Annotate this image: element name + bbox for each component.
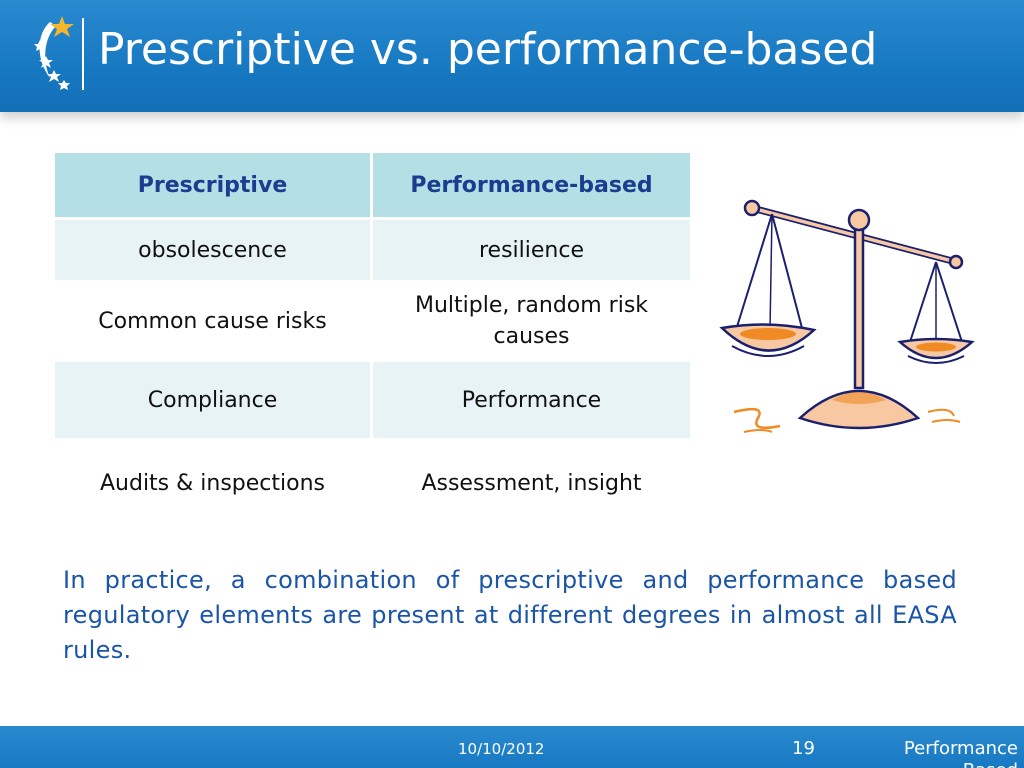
page-number: 19 [792, 738, 815, 759]
table-cell: obsolescence [52, 217, 373, 283]
footer-bar: 10/10/2012 19 Performance Based [0, 726, 1024, 768]
page-title: Prescriptive vs. performance-based [98, 24, 878, 75]
table-cell: Multiple, random risk causes [370, 280, 693, 362]
table-cell: resilience [370, 217, 693, 283]
balance-scale-icon [719, 199, 975, 433]
table-row: obsolescence resilience [52, 217, 693, 283]
table-row: Compliance Performance [52, 359, 693, 441]
easa-star-logo-icon [34, 16, 74, 90]
table-cell: Assessment, insight [370, 438, 693, 528]
column-header-performance-based: Performance-based [370, 150, 693, 220]
column-header-prescriptive: Prescriptive [52, 150, 373, 220]
table-header-row: Prescriptive Performance-based [52, 150, 693, 220]
table-row: Common cause risks Multiple, random risk… [52, 280, 693, 362]
table-cell: Audits & inspections [52, 438, 373, 528]
table-cell: Performance [370, 359, 693, 441]
logo-divider [82, 18, 84, 90]
table-cell: Compliance [52, 359, 373, 441]
footer-label: Performance Based [903, 738, 1018, 768]
body-paragraph: In practice, a combination of prescripti… [63, 566, 957, 664]
header-bar: Prescriptive vs. performance-based [0, 0, 1024, 112]
table-row: Audits & inspections Assessment, insight [52, 438, 693, 528]
footer-date: 10/10/2012 [458, 740, 545, 758]
comparison-table: Prescriptive Performance-based obsolesce… [52, 150, 693, 528]
table-cell: Common cause risks [52, 280, 373, 362]
